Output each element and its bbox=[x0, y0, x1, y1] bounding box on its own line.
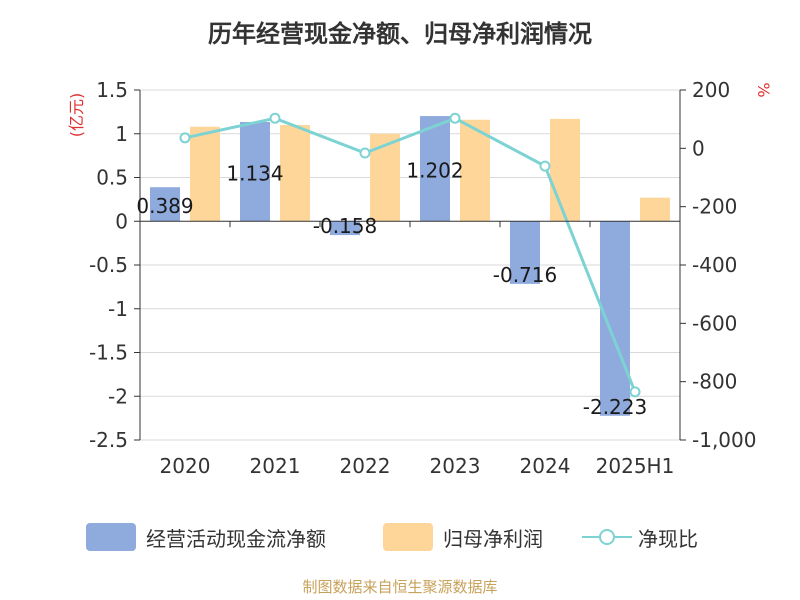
line-cash-ratio bbox=[184, 116, 637, 393]
y-left-tick-label: -1.5 bbox=[89, 341, 128, 365]
point-cash-ratio bbox=[269, 112, 281, 124]
data-label-operating-cash-flow: 1.134 bbox=[226, 162, 283, 186]
y-right-tick-label: -400 bbox=[692, 253, 737, 277]
point-cash-ratio bbox=[179, 132, 191, 144]
x-tick-label: 2020 bbox=[160, 454, 211, 478]
x-tick-label: 2022 bbox=[340, 454, 391, 478]
bar-net-profit bbox=[190, 126, 220, 222]
legend: 经营活动现金流净额 归母净利润 净现比 bbox=[0, 520, 800, 554]
y-left-tick-label: -2 bbox=[108, 384, 128, 408]
y-left-tick-label: 0 bbox=[115, 209, 128, 233]
y-left-axis-label: (亿元) bbox=[67, 93, 86, 138]
data-labels: 0.389 1.134 -0.158 1.202 -0.716 -2.223 bbox=[136, 159, 647, 419]
source-note: 制图数据来自恒生聚源数据库 bbox=[302, 578, 498, 596]
data-label-operating-cash-flow: 1.202 bbox=[406, 159, 463, 183]
legend-line-marker-icon bbox=[582, 523, 632, 551]
legend-swatch-net-profit bbox=[383, 523, 433, 551]
bar-operating-cash-flow bbox=[420, 116, 450, 222]
y-right-tick-label: 0 bbox=[692, 136, 705, 160]
y-right-tick-label: -200 bbox=[692, 195, 737, 219]
y-right-axis-label: % bbox=[754, 82, 773, 97]
data-label-operating-cash-flow: -2.223 bbox=[583, 395, 647, 419]
x-tick-label: 2021 bbox=[250, 454, 301, 478]
legend-swatch-operating-cash-flow bbox=[86, 523, 136, 551]
y-left-tick-label: -2.5 bbox=[89, 428, 128, 452]
bar-net-profit bbox=[550, 118, 580, 222]
bar-net-profit bbox=[640, 197, 670, 222]
bar-series bbox=[150, 116, 670, 416]
bar-operating-cash-flow bbox=[150, 187, 180, 222]
y-right-tick-label: 200 bbox=[692, 78, 730, 102]
y-left-tick-label: 0.5 bbox=[96, 166, 128, 190]
line-series bbox=[179, 112, 641, 398]
y-right-tick-label: -800 bbox=[692, 370, 737, 394]
point-cash-ratio bbox=[449, 112, 461, 124]
point-cash-ratio bbox=[629, 386, 641, 398]
legend-item-operating-cash-flow[interactable]: 经营活动现金流净额 bbox=[86, 520, 326, 554]
axes: 1.5 1 0.5 0 -0.5 -1 -1.5 -2 -2.5 (亿元) 200 0 -200 -400… bbox=[67, 78, 773, 478]
legend-label-net-profit: 归母净利润 bbox=[443, 526, 543, 551]
data-label-operating-cash-flow: 0.389 bbox=[136, 194, 193, 218]
data-label-operating-cash-flow: -0.716 bbox=[493, 263, 557, 287]
legend-label-operating-cash-flow: 经营活动现金流净额 bbox=[146, 526, 326, 551]
x-tick-label: 2024 bbox=[520, 454, 571, 478]
chart-title: 历年经营现金净额、归母净利润情况 bbox=[208, 20, 592, 48]
y-left-tick-label: -0.5 bbox=[89, 253, 128, 277]
y-right-tick-label: -1,000 bbox=[692, 428, 756, 452]
y-right-tick-label: -600 bbox=[692, 311, 737, 335]
point-cash-ratio bbox=[359, 147, 371, 159]
bar-net-profit bbox=[280, 125, 310, 222]
y-left-tick-label: 1 bbox=[115, 122, 128, 146]
bar-operating-cash-flow bbox=[510, 221, 540, 284]
x-tick-label: 2025H1 bbox=[596, 454, 675, 478]
y-left-tick-label: 1.5 bbox=[96, 78, 128, 102]
legend-item-cash-ratio[interactable]: 净现比 bbox=[582, 520, 698, 554]
bar-net-profit bbox=[460, 119, 490, 222]
x-tick-label: 2023 bbox=[430, 454, 481, 478]
y-left-tick-label: -1 bbox=[108, 297, 128, 321]
point-cash-ratio bbox=[539, 160, 551, 172]
data-label-operating-cash-flow: -0.158 bbox=[313, 214, 377, 238]
legend-item-net-profit[interactable]: 归母净利润 bbox=[383, 520, 543, 554]
bar-operating-cash-flow bbox=[240, 122, 270, 222]
bar-operating-cash-flow bbox=[330, 221, 360, 236]
legend-label-cash-ratio: 净现比 bbox=[638, 526, 698, 551]
grid-lines bbox=[140, 89, 680, 441]
